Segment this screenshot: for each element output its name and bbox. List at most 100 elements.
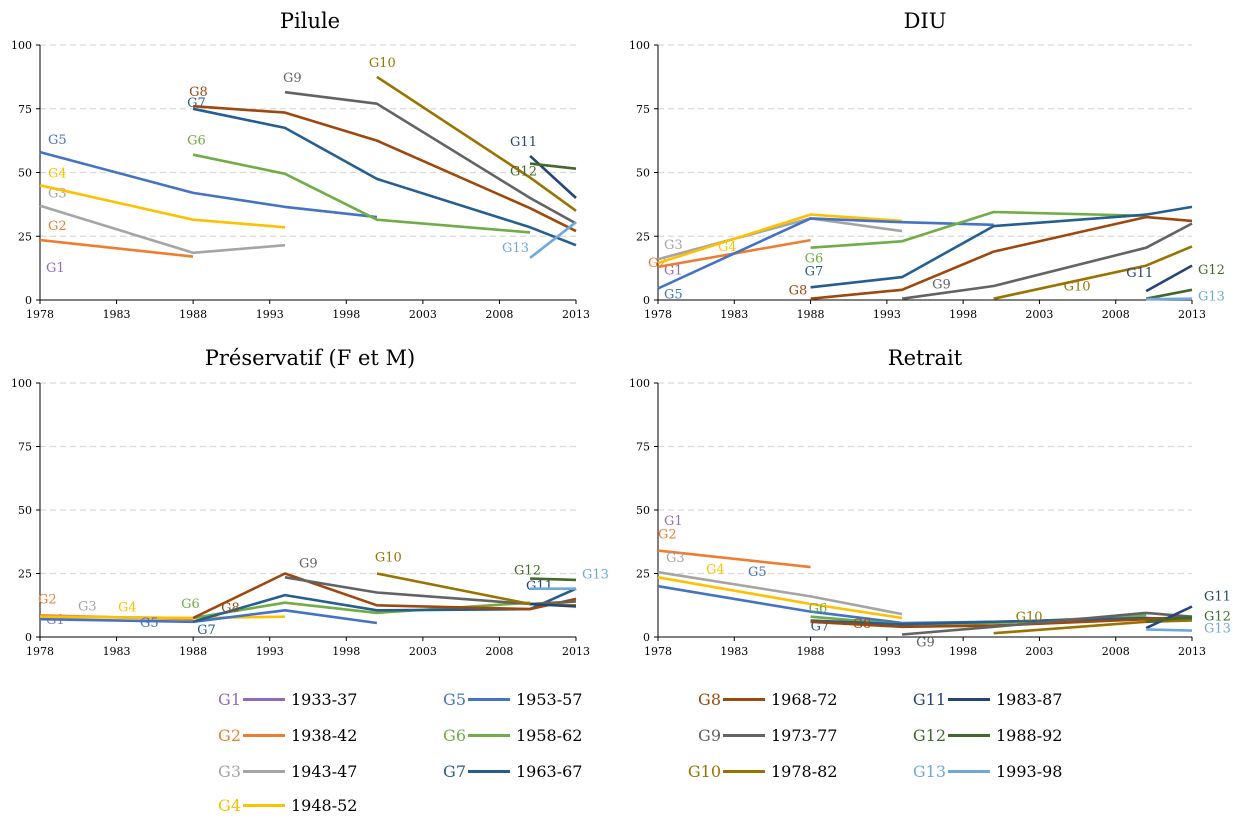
legend-item-g13: G13 1993-98: [910, 762, 1063, 781]
legend-range-g13: 1993-98: [996, 762, 1063, 781]
series-label-g11: G11: [526, 579, 553, 594]
series-line-g12: [1145, 288, 1193, 300]
series-label-g10: G10: [1064, 280, 1091, 295]
series-label-g4: G4: [718, 240, 737, 255]
series-line-g4: [39, 184, 286, 229]
legend: G1 1933-37 G2 1938-42 G3 1943-47 G4 1948…: [0, 676, 1235, 818]
series-label-g9: G9: [299, 556, 318, 571]
y-tick-label: 0: [643, 294, 650, 307]
legend-code-g12: G12: [912, 726, 946, 745]
series-line-g2: [39, 238, 194, 258]
series-label-g3: G3: [664, 238, 683, 253]
legend-range-g4: 1948-52: [291, 796, 358, 815]
x-tick-label: 2003: [1025, 645, 1053, 658]
series-label-g12: G12: [1198, 263, 1225, 278]
series-line-g11: [1145, 264, 1193, 293]
legend-range-g9: 1973-77: [771, 726, 838, 745]
x-tick-label: 2013: [1178, 645, 1206, 658]
x-tick-label: 1988: [797, 308, 825, 321]
series-label-g5: G5: [140, 616, 159, 631]
series-label-g9: G9: [916, 635, 935, 650]
x-tick-label: 1993: [256, 308, 284, 321]
series-label-g9: G9: [283, 71, 302, 86]
legend-code-g8: G8: [698, 690, 721, 709]
panel-1: DIU 0 25 50 75 100 1978 1983 1988 1993 1998 2003 200…: [629, 9, 1225, 321]
series-line-g12: [1146, 615, 1193, 624]
legend-item-g1: G1 1933-37: [205, 690, 357, 709]
y-tick-label: 25: [636, 568, 650, 581]
y-tick-label: 100: [629, 377, 650, 390]
x-tick-label: 1988: [797, 645, 825, 658]
panel-3: Retrait 0 25 50 75 100 1978 1983 1988 1993 1998 200…: [629, 346, 1231, 658]
series-line-g8: [810, 215, 1193, 300]
series-label-g13: G13: [1198, 290, 1225, 305]
legend-code-g4: G4: [218, 796, 241, 815]
legend-swatch-g3: [243, 770, 285, 773]
charts-canvas: Pilule 0 25 50 75 100 1978 1983 1988 1993 1998 2003…: [11, 9, 1231, 658]
y-tick-label: 25: [636, 230, 650, 243]
legend-range-g2: 1938-42: [291, 726, 358, 745]
series-label-g4: G4: [118, 601, 137, 616]
legend-swatch-g1: [243, 698, 285, 701]
y-tick-label: 75: [18, 103, 32, 116]
series-line-g11: [529, 154, 577, 199]
series-label-g4: G4: [706, 562, 725, 577]
y-tick-label: 50: [18, 504, 32, 517]
series-line-g12: [530, 577, 577, 582]
y-tick-label: 50: [636, 504, 650, 517]
x-tick-label: 2013: [562, 645, 590, 658]
series-line-g9: [901, 222, 1193, 300]
legend-item-g11: G11 1983-87: [910, 690, 1063, 709]
legend-code-g11: G11: [912, 690, 946, 709]
series-line-g13: [1146, 628, 1193, 632]
series-label-g1: G1: [46, 261, 65, 276]
x-tick-label: 1988: [179, 645, 207, 658]
series-label-g10: G10: [369, 56, 396, 71]
x-tick-label: 2008: [1102, 645, 1130, 658]
y-tick-label: 75: [636, 441, 650, 454]
legend-code-g1: G1: [218, 690, 241, 709]
legend-item-g5: G5 1953-57: [430, 690, 582, 709]
legend-range-g7: 1963-67: [516, 762, 583, 781]
legend-range-g6: 1958-62: [516, 726, 583, 745]
panel-title-0: Pilule: [280, 9, 340, 33]
legend-code-g9: G9: [698, 726, 721, 745]
legend-item-g4: G4 1948-52: [205, 796, 357, 815]
legend-swatch-g11: [948, 698, 990, 701]
series-label-g5: G5: [48, 133, 67, 148]
legend-swatch-g4: [243, 804, 285, 807]
series-line-g4: [657, 213, 903, 265]
y-tick-label: 75: [636, 103, 650, 116]
series-line-g5: [39, 150, 378, 219]
y-tick-label: 50: [18, 167, 32, 180]
x-tick-label: 2013: [562, 308, 590, 321]
series-line-g4: [39, 615, 286, 620]
series-label-g13: G13: [502, 241, 529, 256]
series-line-g7: [192, 107, 577, 247]
y-tick-label: 0: [25, 294, 32, 307]
series-line-g9: [284, 576, 577, 606]
x-tick-label: 1998: [949, 308, 977, 321]
x-tick-label: 1978: [644, 645, 672, 658]
series-label-g12: G12: [510, 165, 537, 180]
x-tick-label: 1983: [720, 308, 748, 321]
series-line-g7: [810, 205, 1193, 289]
series-label-g6: G6: [809, 602, 828, 617]
legend-code-g10: G10: [687, 762, 721, 781]
x-tick-label: 1978: [644, 308, 672, 321]
x-tick-label: 1983: [103, 645, 131, 658]
series-label-g6: G6: [181, 597, 200, 612]
series-line-g9: [284, 90, 577, 225]
series-label-g10: G10: [375, 551, 402, 566]
x-tick-label: 1993: [873, 645, 901, 658]
series-label-g2: G2: [658, 528, 677, 543]
series-label-g9: G9: [932, 278, 951, 293]
y-tick-label: 100: [11, 39, 32, 52]
y-tick-label: 100: [11, 377, 32, 390]
series-line-g5: [657, 217, 994, 290]
legend-swatch-g10: [723, 770, 765, 773]
legend-code-g3: G3: [218, 762, 241, 781]
legend-item-g10: G10 1978-82: [685, 762, 838, 781]
legend-item-g9: G9 1973-77: [685, 726, 837, 745]
series-label-g6: G6: [187, 134, 206, 149]
